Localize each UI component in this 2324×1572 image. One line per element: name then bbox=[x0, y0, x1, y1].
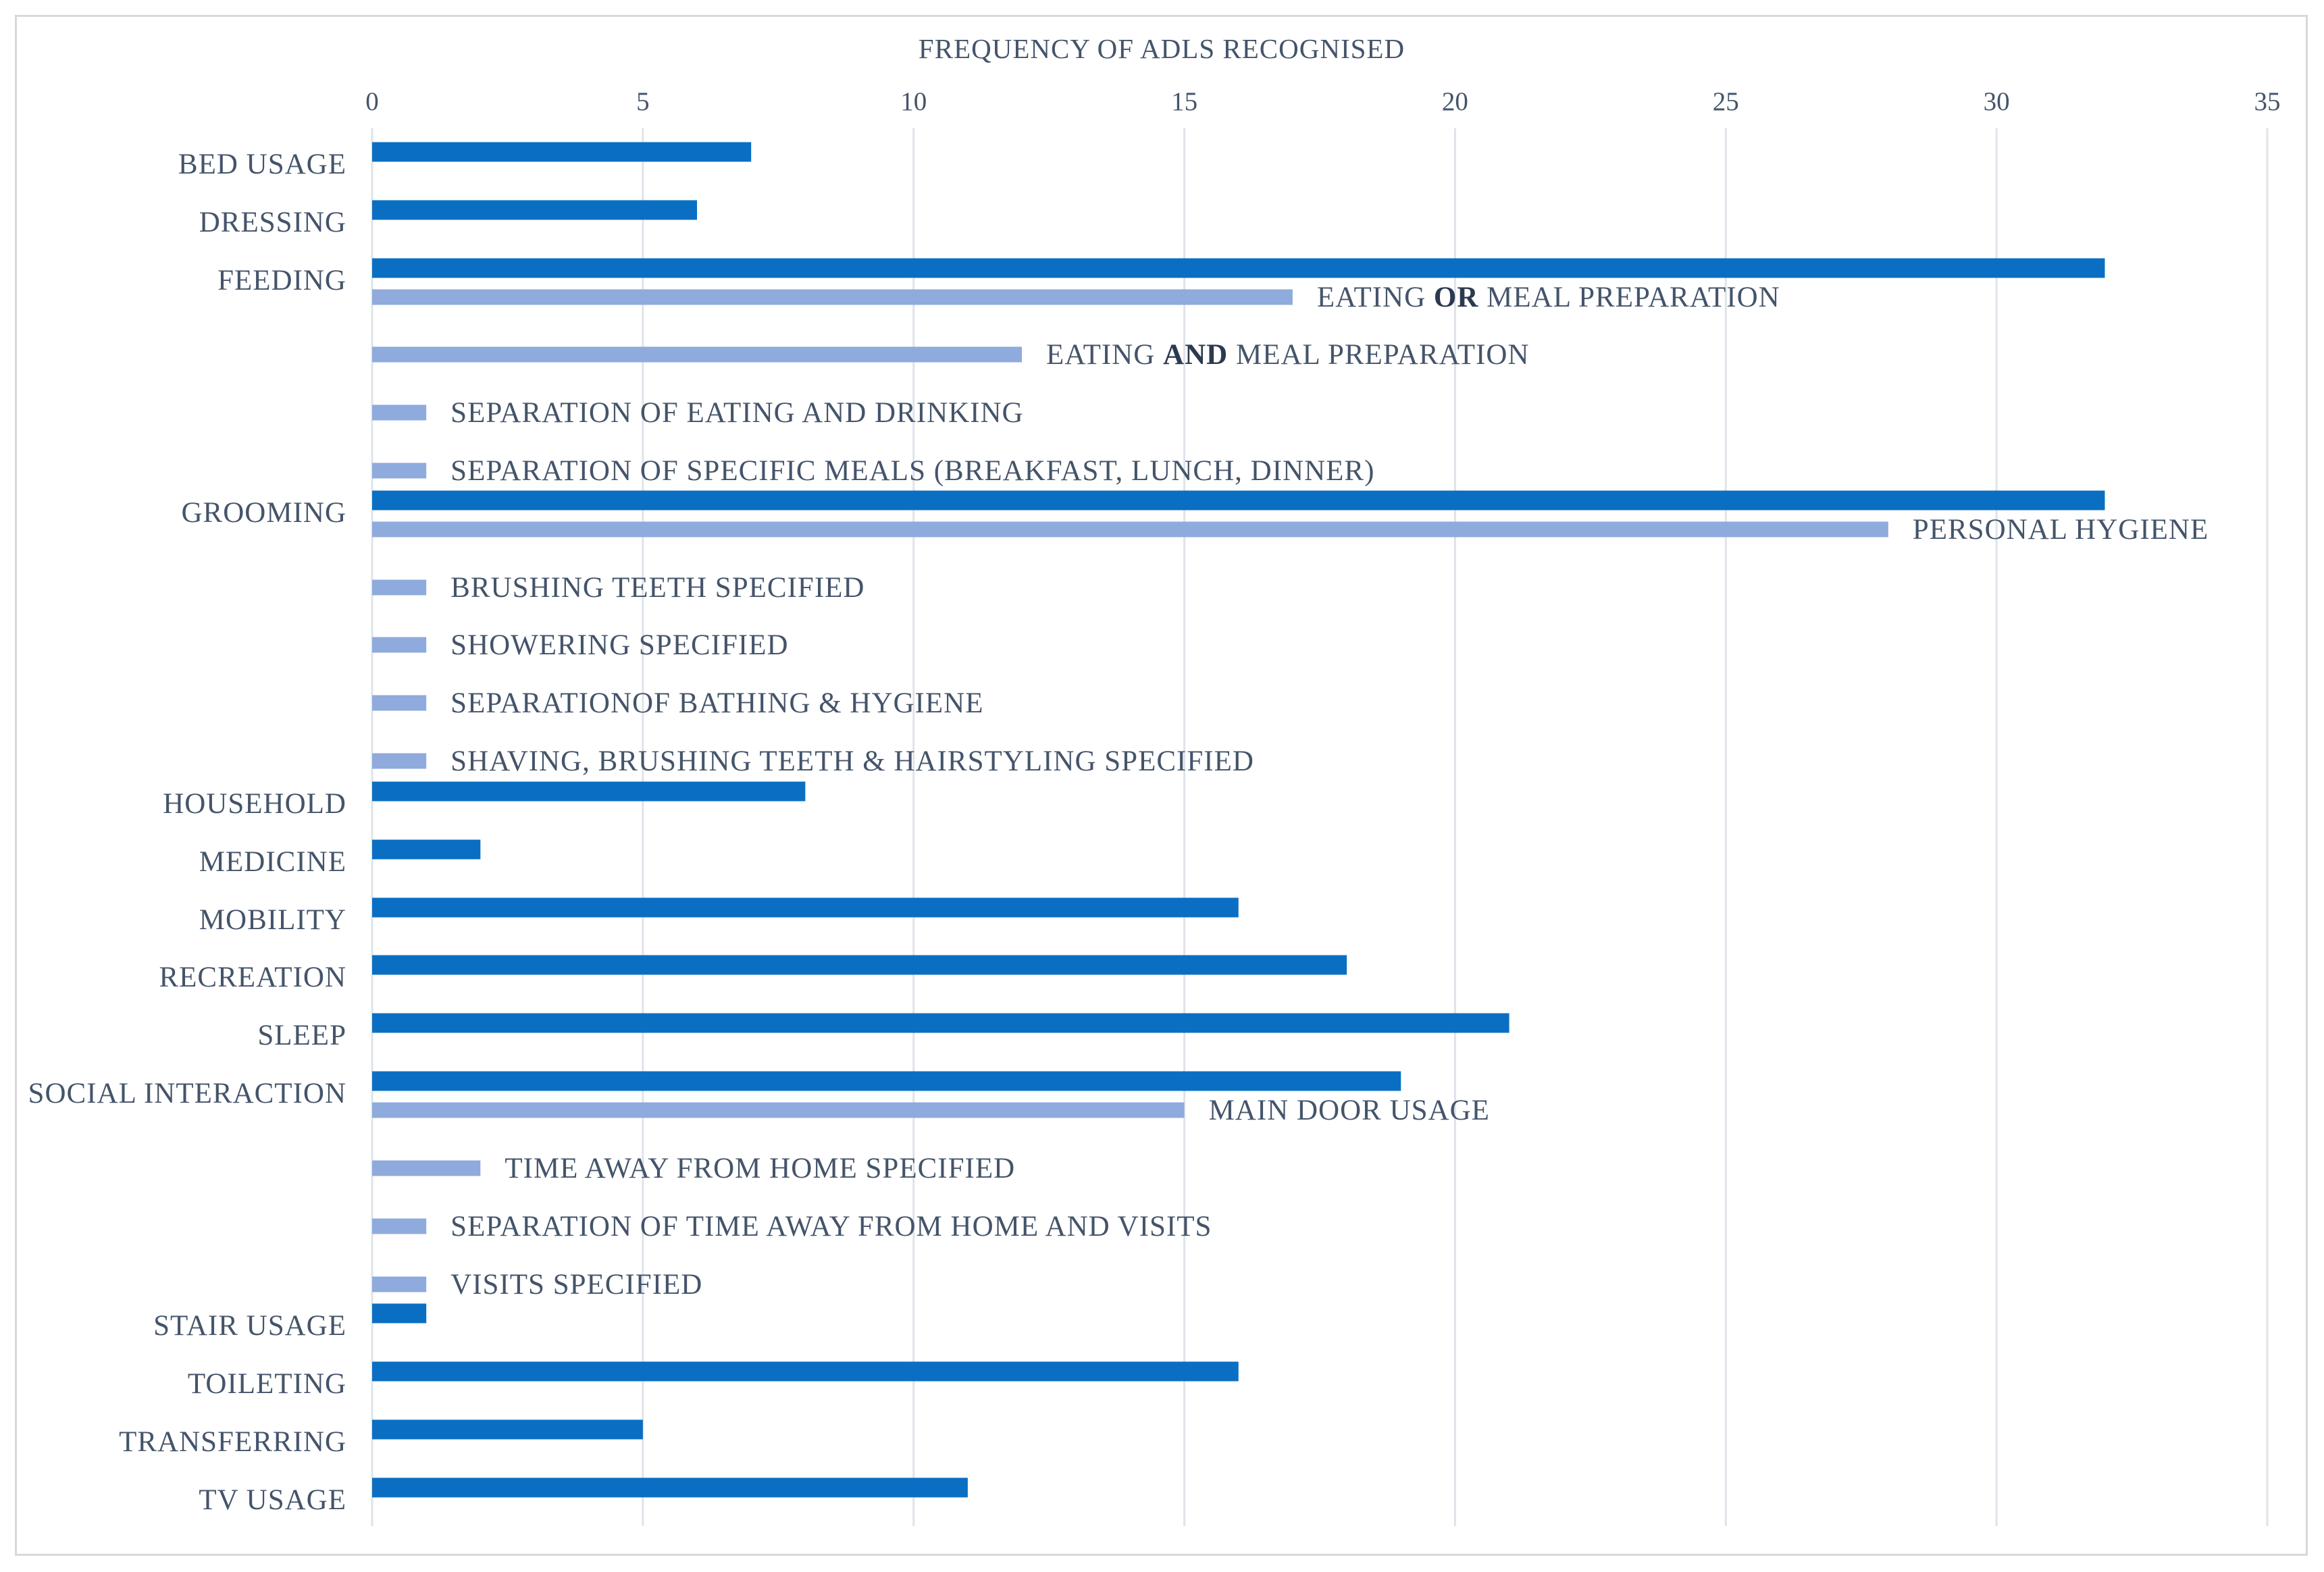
labels: BED USAGE DRESSING FEEDING EATING OR MEAL P… bbox=[28, 149, 2209, 1516]
subcategory-label: VISITS SPECIFIED bbox=[450, 1269, 702, 1301]
x-tick-label: 25 bbox=[1713, 87, 1739, 116]
subcategory-label-part: MAIN DOOR USAGE bbox=[1209, 1095, 1490, 1126]
category-label: TOILETING bbox=[188, 1368, 346, 1400]
category-label: RECREATION bbox=[159, 962, 346, 993]
bar-sleep bbox=[372, 1013, 1509, 1033]
subcategory-label-part: AND bbox=[1163, 339, 1228, 371]
subcategory-bar bbox=[372, 521, 1888, 538]
bar-mobility bbox=[372, 897, 1239, 918]
subcategory-label-part: BRUSHING TEETH SPECIFIED bbox=[450, 572, 864, 604]
subcategory-label: SHOWERING SPECIFIED bbox=[450, 629, 788, 661]
subcategory-label: SEPARATION OF TIME AWAY FROM HOME AND VI… bbox=[450, 1211, 1212, 1242]
bar-transferring bbox=[372, 1419, 643, 1440]
subcategory-label-part: SEPARATION OF TIME AWAY FROM HOME AND VI… bbox=[450, 1211, 1212, 1242]
category-label: SOCIAL INTERACTION bbox=[28, 1078, 346, 1109]
subcategory-bar bbox=[372, 404, 427, 421]
x-tick-labels: 0 5 10 15 20 25 30 35 bbox=[365, 87, 2280, 116]
subcategory-label: SEPARATIONOF BATHING & HYGIENE bbox=[450, 687, 983, 719]
category-label: SLEEP bbox=[257, 1020, 346, 1051]
subcategory-label-part: EATING bbox=[1317, 282, 1434, 313]
subcategory-bar bbox=[372, 579, 427, 596]
category-label: BED USAGE bbox=[178, 149, 346, 180]
subcategory-label-part: TIME AWAY FROM HOME SPECIFIED bbox=[505, 1153, 1015, 1184]
subcategory-label-part: MEAL PREPARATION bbox=[1228, 339, 1529, 371]
x-tick-label: 5 bbox=[636, 87, 650, 116]
x-tick-label: 35 bbox=[2254, 87, 2281, 116]
subcategory-label: BRUSHING TEETH SPECIFIED bbox=[450, 572, 864, 604]
bar-tv-usage bbox=[372, 1477, 968, 1498]
subcategory-label-part: OR bbox=[1434, 282, 1479, 313]
subcategory-label-part: MEAL PREPARATION bbox=[1478, 282, 1780, 313]
category-label: TV USAGE bbox=[199, 1484, 346, 1516]
category-label: FEEDING bbox=[217, 265, 346, 296]
subcategory-label-part: SEPARATIONOF BATHING & HYGIENE bbox=[450, 687, 983, 719]
subcategory-label-part: SEPARATION OF EATING AND DRINKING bbox=[450, 397, 1023, 429]
subcategory-label: EATING OR MEAL PREPARATION bbox=[1317, 282, 1780, 313]
subcategory-label: SEPARATION OF EATING AND DRINKING bbox=[450, 397, 1023, 429]
x-tick-label: 0 bbox=[365, 87, 379, 116]
subcategory-label-part: EATING bbox=[1046, 339, 1163, 371]
category-label: HOUSEHOLD bbox=[163, 788, 346, 820]
subcategory-bar bbox=[372, 753, 427, 769]
subcategory-bar bbox=[372, 1160, 481, 1176]
bar-bed-usage bbox=[372, 142, 752, 162]
x-tick-label: 30 bbox=[1984, 87, 2010, 116]
bar-feeding bbox=[372, 258, 2105, 278]
subcategory-label: SHAVING, BRUSHING TEETH & HAIRSTYLING SP… bbox=[450, 745, 1254, 777]
category-label: TRANSFERRING bbox=[119, 1426, 346, 1458]
subcategory-label: EATING AND MEAL PREPARATION bbox=[1046, 339, 1529, 371]
category-label: DRESSING bbox=[199, 207, 346, 238]
category-label: STAIR USAGE bbox=[153, 1310, 346, 1342]
bar-toileting bbox=[372, 1361, 1239, 1382]
subcategory-bar bbox=[372, 1276, 427, 1292]
category-label: GROOMING bbox=[182, 497, 347, 529]
bar-medicine bbox=[372, 839, 481, 860]
subcategory-bar bbox=[372, 637, 427, 653]
subcategory-label-part: SEPARATION OF SPECIFIC MEALS (BREAKFAST,… bbox=[450, 455, 1374, 487]
subcategory-label: SEPARATION OF SPECIFIC MEALS (BREAKFAST,… bbox=[450, 455, 1374, 487]
bar-dressing bbox=[372, 200, 698, 220]
category-label: MOBILITY bbox=[199, 904, 346, 936]
bar-recreation bbox=[372, 955, 1347, 975]
category-label: MEDICINE bbox=[199, 846, 346, 878]
subcategory-bar bbox=[372, 289, 1293, 305]
grid-layer bbox=[371, 128, 2269, 1526]
subcategory-bar bbox=[372, 463, 427, 479]
bar-household bbox=[372, 781, 806, 802]
subcategory-bar bbox=[372, 1102, 1185, 1118]
x-tick-label: 20 bbox=[1442, 87, 1468, 116]
bars bbox=[372, 142, 2105, 1498]
subcategory-label: PERSONAL HYGIENE bbox=[1913, 514, 2209, 546]
chart-title: FREQUENCY OF ADLS RECOGNISED bbox=[919, 33, 1405, 64]
subcategory-bar bbox=[372, 1218, 427, 1234]
subcategory-label-part: SHOWERING SPECIFIED bbox=[450, 629, 788, 661]
subcategory-bar bbox=[372, 346, 1023, 363]
x-tick-label: 10 bbox=[900, 87, 927, 116]
bar-stair-usage bbox=[372, 1303, 427, 1324]
bar-social-interaction bbox=[372, 1071, 1401, 1091]
subcategory-label-part: VISITS SPECIFIED bbox=[450, 1269, 702, 1301]
subcategory-bar bbox=[372, 695, 427, 711]
subcategory-label: MAIN DOOR USAGE bbox=[1209, 1095, 1490, 1126]
subcategory-label-part: PERSONAL HYGIENE bbox=[1913, 514, 2209, 546]
x-tick-label: 15 bbox=[1171, 87, 1197, 116]
subcategory-label: TIME AWAY FROM HOME SPECIFIED bbox=[505, 1153, 1015, 1184]
subcategory-label-part: SHAVING, BRUSHING TEETH & HAIRSTYLING SP… bbox=[450, 745, 1254, 777]
bar-grooming bbox=[372, 490, 2105, 510]
